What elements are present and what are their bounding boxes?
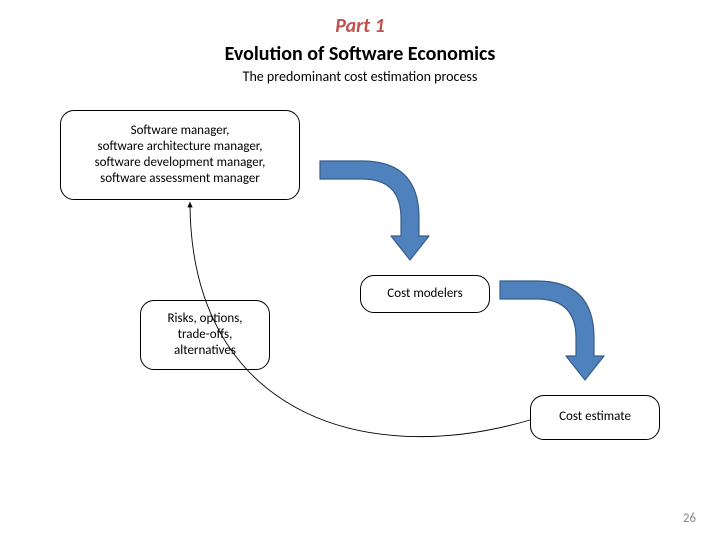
node-risks-options: Risks, options,trade-offs,alternatives: [140, 300, 270, 370]
arrow-managers-to-modelers: [320, 161, 429, 260]
page-number: 26: [683, 511, 696, 526]
page-title: Evolution of Software Economics: [0, 42, 720, 66]
page-subtitle: The predominant cost estimation process: [0, 68, 720, 85]
node-cost-modelers: Cost modelers: [360, 275, 490, 313]
node-software-managers: Software manager,software architecture m…: [60, 110, 300, 200]
arrow-modelers-to-estimate: [500, 281, 604, 380]
part-label: Part 1: [0, 14, 720, 38]
node-cost-estimate: Cost estimate: [530, 395, 660, 440]
